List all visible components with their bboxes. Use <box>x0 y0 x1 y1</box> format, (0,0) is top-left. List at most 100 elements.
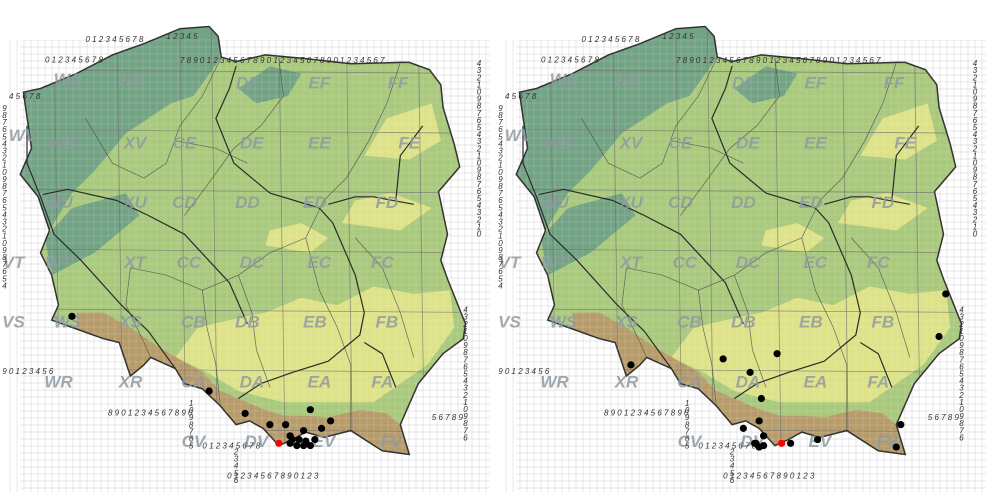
utm-square-label: CA <box>181 372 206 391</box>
record-point <box>266 421 274 429</box>
utm-square-label: EV <box>808 432 832 451</box>
grid-tick-row: 8 9 0 1 2 3 4 5 6 7 8 9 0 <box>108 409 193 418</box>
highlight-point <box>778 439 786 447</box>
grid-tick-row: 5 6 7 8 9 <box>928 413 960 422</box>
utm-square-label: EC <box>804 253 828 272</box>
utm-square-label: CV <box>678 432 703 451</box>
utm-square-label: CD <box>668 193 693 212</box>
grid-tick-row: 4 5 6 7 8 <box>505 92 537 101</box>
utm-square-label: CC <box>177 253 202 272</box>
highlight-point <box>275 439 283 447</box>
utm-square-label: FD <box>375 193 398 212</box>
utm-square-label: EE <box>804 133 827 152</box>
utm-square-label: EV <box>312 432 336 451</box>
grid-tick-row: 0 1 2 3 4 5 6 7 8 <box>85 35 143 44</box>
utm-square-label: WT <box>541 253 569 272</box>
utm-square-label: EB <box>303 313 327 332</box>
utm-square-label: FC <box>371 253 394 272</box>
record-point <box>293 441 301 450</box>
utm-square-label: FE <box>398 133 420 152</box>
record-point <box>306 441 314 450</box>
utm-square-label: FF <box>884 73 905 92</box>
utm-square-label: XT <box>123 253 147 272</box>
grid-tick-row: 8 9 0 1 2 3 4 5 6 <box>496 367 550 376</box>
utm-square-label: DD <box>731 193 756 212</box>
utm-square-label: CA <box>677 372 702 391</box>
utm-square-label: XU <box>122 193 147 212</box>
utm-square-label: ED <box>799 193 823 212</box>
national-border <box>515 25 963 456</box>
utm-square-label: DD <box>235 193 260 212</box>
grid-tick-row: 0 1 2 3 4 5 6 7 8 <box>581 35 639 44</box>
utm-square-label: XS <box>118 313 142 332</box>
utm-square-label: WS <box>54 313 82 332</box>
utm-square-label: DE <box>240 133 264 152</box>
utm-square-label: EC <box>308 253 332 272</box>
grid-tick-row: 8 9 0 1 2 3 4 5 6 <box>0 367 54 376</box>
grid-tick-row: 8 9 0 1 2 3 4 5 6 7 8 9 0 <box>604 409 689 418</box>
utm-square-label: WE <box>545 133 573 152</box>
utm-square-label: DF <box>236 73 259 92</box>
grid-tick-row: 0 1 2 3 4 5 6 7 8 <box>698 442 756 451</box>
admin-boundaries <box>85 56 415 431</box>
utm-square-label: FF <box>388 73 409 92</box>
utm-square-label: CE <box>669 133 693 152</box>
grid-tick-row: 7 8 9 0 1 2 3 4 5 6 7 8 9 0 1 2 3 4 5 6 … <box>676 56 881 65</box>
utm-square-label: DC <box>240 253 265 272</box>
utm-square-label: ED <box>303 193 327 212</box>
utm-square-label: XA <box>118 70 143 89</box>
utm-square-label: WR <box>44 372 73 391</box>
grid-tick-row: 0 1 2 3 4 5 6 7 8 <box>45 55 103 64</box>
utm-square-label: DB <box>731 313 756 332</box>
utm-square-label: XT <box>619 253 643 272</box>
grid-tick-row: 4 5 6 7 8 <box>9 92 41 101</box>
map-a: WA XA DF EF FF WV WE XV CE DE EE FE WU XU CD DD ED FD VT WT… <box>0 25 490 492</box>
utm-square-label: EF <box>804 73 826 92</box>
utm-square-label: WV <box>505 126 534 145</box>
utm-square-label: FA <box>371 372 393 391</box>
record-point <box>241 409 249 418</box>
utm-square-label: XV <box>123 133 148 152</box>
rivers <box>522 65 920 400</box>
utm-square-label: XR <box>118 372 143 391</box>
rivers <box>26 65 424 400</box>
utm-square-label: WA <box>54 70 81 89</box>
utm-square-label: WU <box>540 193 569 212</box>
record-point <box>760 432 768 440</box>
utm-square-label: EF <box>308 73 330 92</box>
utm-square-label: CC <box>673 253 698 272</box>
grid-tick-row: 5 6 7 8 9 <box>432 413 464 422</box>
utm-square-label: WA <box>550 70 577 89</box>
record-point <box>786 439 795 447</box>
utm-square-label: FC <box>867 253 890 272</box>
map-b: WA XA DF EF FF WV WE XV CE DE EE FE WU XU CD DD ED FD VT WT… <box>496 0 991 492</box>
record-point <box>757 394 765 403</box>
grid-tick-row: 0 1 2 3 4 5 6 7 8 <box>541 55 599 64</box>
grid-tick-row: 0 1 2 3 4 5 6 7 8 <box>202 442 260 451</box>
record-point <box>299 427 308 435</box>
utm-square-label: FE <box>894 133 916 152</box>
record-point <box>752 439 760 447</box>
utm-square-label: DB <box>235 313 260 332</box>
utm-square-label: DF <box>732 73 755 92</box>
record-point <box>295 435 303 444</box>
record-point <box>311 435 319 444</box>
record-point <box>317 424 326 432</box>
utm-square-label: EE <box>308 133 331 152</box>
utm-square-label: EA <box>804 372 828 391</box>
record-point <box>719 355 727 363</box>
utm-square-label: EA <box>308 372 332 391</box>
utm-square-label: WV <box>9 126 38 145</box>
record-point <box>306 406 314 414</box>
utm-square-label: DA <box>240 372 265 391</box>
record-point <box>892 443 900 451</box>
utm-square-label: FA <box>867 372 889 391</box>
